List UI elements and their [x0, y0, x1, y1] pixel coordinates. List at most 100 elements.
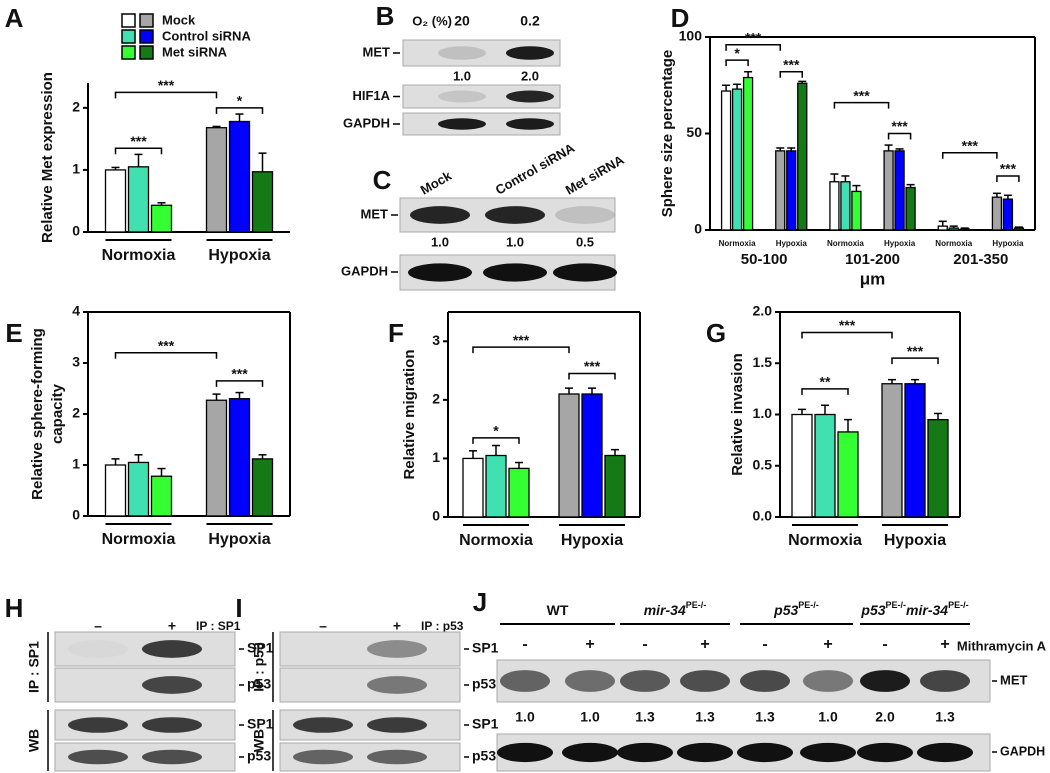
significance-bracket: [725, 59, 749, 67]
blot-band: [438, 118, 486, 130]
blot-band: [620, 670, 670, 692]
legend-label: Mock: [162, 12, 196, 27]
group-label-part: mir-34: [906, 602, 948, 618]
blot-band: [367, 640, 427, 658]
bar: [991, 196, 1003, 231]
bar: [205, 127, 228, 233]
x-tick-label: Normoxia: [459, 532, 533, 549]
blot-band: [68, 717, 128, 733]
significance-bracket: [114, 352, 218, 359]
blot-band: [860, 670, 910, 692]
bar: [127, 461, 150, 517]
lane-label: +: [168, 618, 176, 634]
row-label: HIF1A: [352, 88, 390, 103]
blot-band: [483, 263, 547, 282]
significance-bracket: [215, 107, 264, 114]
lane-label: -: [522, 636, 527, 653]
bar: [251, 171, 274, 233]
lane-label: +: [823, 636, 832, 653]
y-tick-label: 1: [432, 449, 440, 465]
blot-band: [506, 118, 554, 130]
bar: [251, 458, 274, 517]
bar: [508, 467, 530, 518]
y-axis-label: Relative sphere-forming: [29, 328, 46, 500]
group-label: mir-34PE-/-: [644, 600, 707, 617]
blot-band: [497, 742, 553, 763]
row-label: p53: [247, 748, 271, 764]
significance-label: ***: [907, 343, 924, 359]
y-tick-label: 4: [72, 303, 80, 319]
panel-label: I: [235, 593, 242, 623]
bar: [581, 393, 603, 518]
y-axis-label: capacity: [49, 383, 66, 444]
row-label: p53: [247, 676, 271, 692]
lane-label: -: [882, 636, 887, 653]
legend-swatch: [139, 13, 154, 28]
significance-bracket: [568, 372, 616, 380]
blot-band: [438, 46, 486, 60]
y-tick-label: 1.0: [753, 405, 773, 421]
y-tick-label: 3: [72, 354, 80, 370]
group-label-part: PE-/-: [686, 600, 707, 610]
bar: [462, 457, 484, 518]
blot-band: [485, 206, 545, 224]
significance-bracket: [779, 70, 803, 78]
bar: [791, 413, 813, 518]
group-label: 101-200: [845, 251, 900, 268]
blot-band: [367, 717, 427, 733]
ratio-label: 1.0: [431, 234, 449, 249]
group-label: 201-350: [953, 251, 1008, 268]
x-tick-label: Hypoxia: [208, 247, 270, 264]
significance-label: ***: [513, 332, 530, 348]
significance-label: ***: [962, 138, 979, 154]
significance-label: **: [820, 374, 831, 390]
ratio-label: 2.0: [875, 709, 895, 725]
ratio-label: 1.3: [935, 709, 955, 725]
y-tick-label: 2: [72, 405, 80, 421]
row-label: GAPDH: [343, 115, 390, 130]
blot-strip: [54, 631, 236, 667]
bar: [959, 228, 970, 231]
blot-band: [408, 263, 472, 282]
panel-label: A: [5, 3, 24, 33]
x-tick-label: Hypoxia: [884, 239, 916, 248]
significance-bracket: [996, 175, 1020, 182]
bar: [104, 464, 127, 517]
y-tick-label: 100: [679, 28, 703, 44]
blot-band: [803, 670, 853, 692]
bar: [1002, 198, 1014, 231]
y-tick-label: 1: [72, 161, 80, 177]
row-label: SP1: [247, 640, 274, 656]
bar: [797, 82, 808, 231]
bar: [881, 383, 903, 518]
x-tick-label: Hypoxia: [884, 532, 946, 549]
row-label: GAPDH: [341, 263, 388, 278]
row-label: p53: [472, 676, 496, 692]
y-axis-label: Relative invasion: [729, 353, 746, 476]
row-label: MET: [363, 44, 391, 59]
bar: [104, 169, 127, 233]
significance-bracket: [801, 331, 893, 339]
blot-band: [617, 742, 673, 763]
panel-label: F: [388, 318, 404, 348]
x-tick-label: Hypoxia: [561, 532, 623, 549]
row-label: SP1: [472, 716, 499, 732]
blot-band: [410, 206, 470, 224]
legend-swatch: [139, 45, 154, 60]
row-label: MET: [1000, 672, 1028, 687]
blot-band: [740, 670, 790, 692]
y-axis-label: Relative Met expression: [39, 72, 56, 243]
blot-band: [142, 717, 202, 733]
bar: [851, 190, 862, 231]
significance-bracket: [887, 132, 912, 140]
blot-band: [506, 90, 554, 103]
panel-label: B: [376, 1, 395, 31]
ip-label: IP : p53: [421, 619, 464, 633]
y-tick-label: 0: [432, 508, 440, 524]
y-tick-label: 2: [72, 99, 80, 115]
significance-bracket: [215, 380, 264, 387]
ratio-label: 1.0: [506, 234, 524, 249]
ratio-label: 1.0: [818, 709, 838, 725]
blot-band: [68, 640, 128, 658]
